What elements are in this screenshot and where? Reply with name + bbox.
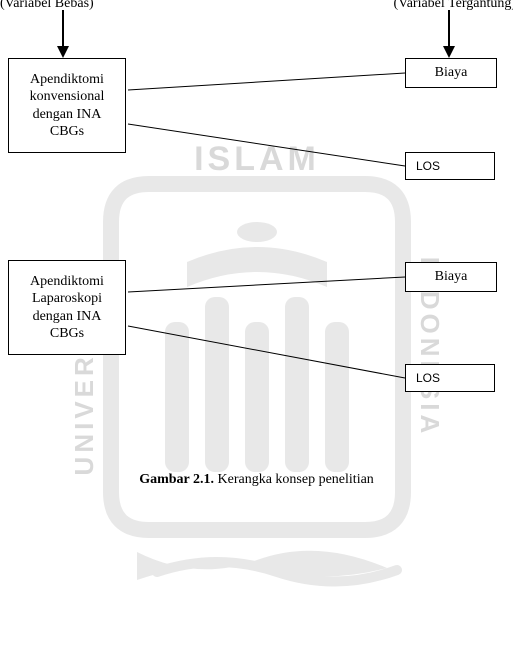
box2-line4: CBGs — [50, 325, 84, 343]
watermark: ISLAM UNIVERSITAS INDONESIA — [0, 132, 513, 592]
arrow-head-left — [57, 46, 69, 58]
box-los-1: LOS — [405, 152, 495, 180]
box-biaya-1: Biaya — [405, 58, 497, 88]
box-apendiktomi-laparoskopi: Apendiktomi Laparoskopi dengan INA CBGs — [8, 260, 126, 355]
box-biaya-2: Biaya — [405, 262, 497, 292]
box2-line2: Laparoskopi — [32, 290, 102, 308]
box-apendiktomi-konvensional: Apendiktomi konvensional dengan INA CBGs — [8, 58, 126, 153]
watermark-svg: ISLAM UNIVERSITAS INDONESIA — [67, 132, 447, 592]
box1-line1: Apendiktomi — [30, 71, 104, 89]
los-2-label: LOS — [416, 371, 440, 386]
arrow-head-right — [443, 46, 455, 58]
box2-line3: dengan INA — [33, 308, 102, 326]
los-1-label: LOS — [416, 159, 440, 174]
box1-line2: konvensional — [30, 88, 105, 106]
header-right-label: (Variabel Tergantung) — [393, 0, 513, 12]
figure-caption: Gambar 2.1. Kerangka konsep penelitian — [0, 472, 513, 488]
caption-bold: Gambar 2.1. — [139, 472, 214, 487]
box1-line4: CBGs — [50, 123, 84, 141]
caption-rest: Kerangka konsep penelitian — [214, 472, 374, 487]
biaya-2-label: Biaya — [435, 268, 468, 286]
box2-line1: Apendiktomi — [30, 273, 104, 291]
box-los-2: LOS — [405, 364, 495, 392]
watermark-top-text: ISLAM — [194, 140, 320, 178]
box1-line3: dengan INA — [33, 106, 102, 124]
diagram-stage: ISLAM UNIVERSITAS INDONESIA — [0, 0, 513, 648]
biaya-1-label: Biaya — [435, 64, 468, 82]
header-left-label: (Variabel Bebas) — [0, 0, 94, 12]
